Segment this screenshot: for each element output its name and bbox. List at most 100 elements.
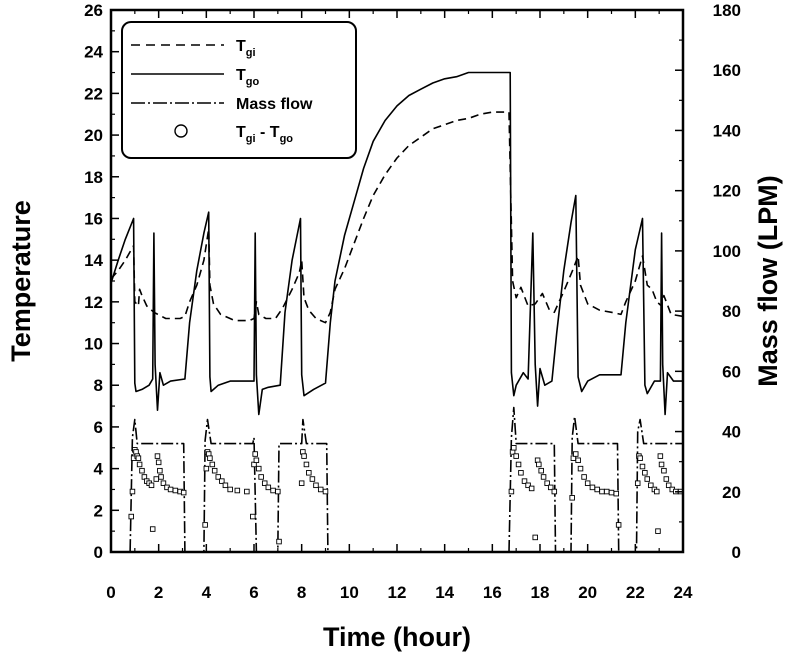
data-point: [521, 478, 528, 484]
data-point: [589, 484, 596, 491]
legend-label-mass-flow: Mass flow: [236, 96, 313, 113]
series-massflow-line: [111, 406, 683, 553]
data-point: [153, 476, 160, 482]
data-point: [222, 482, 229, 489]
data-point: [129, 488, 136, 495]
data-point: [594, 486, 600, 493]
data-point: [608, 489, 615, 496]
y-right-tick-label: 60: [722, 362, 741, 381]
data-point: [258, 474, 264, 480]
data-point: [536, 461, 542, 468]
data-point: [234, 487, 241, 494]
data-point: [167, 486, 174, 493]
y-left-tick-label: 26: [84, 1, 103, 20]
x-tick-label: 22: [626, 583, 645, 602]
data-point: [155, 459, 162, 466]
data-point: [270, 487, 276, 494]
y-right-tick-label: 20: [722, 483, 741, 502]
data-point: [158, 474, 164, 480]
data-point: [317, 486, 324, 493]
x-axis-title: Time (hour): [323, 622, 471, 652]
data-point: [180, 489, 187, 496]
data-point: [149, 526, 156, 532]
x-tick-label: 6: [249, 583, 258, 602]
data-point: [615, 522, 622, 528]
data-point: [256, 465, 262, 472]
y-left-tick-label: 8: [94, 376, 103, 395]
data-point: [219, 478, 225, 484]
data-point: [525, 482, 531, 489]
y-left-tick-label: 20: [84, 126, 103, 145]
data-point: [309, 476, 316, 482]
y-left-tick-label: 2: [94, 501, 103, 520]
data-point: [544, 480, 550, 486]
legend-box: [121, 21, 357, 159]
x-tick-label: 16: [483, 583, 502, 602]
y-right-tick-label: 40: [722, 423, 741, 442]
x-tick-label: 10: [340, 583, 359, 602]
data-point: [207, 455, 213, 461]
y-left-tick-label: 12: [84, 293, 103, 312]
data-point: [203, 465, 210, 472]
legend-label-tgo: Tgo: [236, 67, 260, 88]
data-point: [136, 461, 143, 468]
data-point: [301, 453, 307, 459]
x-tick-label: 20: [578, 583, 597, 602]
data-point: [515, 461, 522, 468]
data-point: [276, 538, 282, 545]
data-point: [209, 461, 216, 468]
y-left-tick-label: 22: [84, 84, 103, 103]
legend: Tgi Tgo Mass flow Tgi - Tgo: [121, 21, 357, 159]
data-point: [665, 482, 672, 489]
data-point: [581, 474, 587, 480]
data-point: [655, 528, 661, 534]
y-left-tick-label: 10: [84, 335, 103, 354]
y-left-tick-label: 14: [84, 251, 103, 270]
data-point: [172, 487, 179, 494]
data-point: [261, 480, 268, 486]
data-point: [551, 488, 558, 495]
data-point: [148, 482, 155, 489]
data-point: [532, 534, 538, 541]
data-point: [573, 451, 579, 457]
x-tick-label: 12: [388, 583, 407, 602]
data-point: [313, 482, 319, 489]
data-point: [603, 488, 610, 495]
data-point: [135, 455, 142, 461]
data-point: [613, 490, 620, 497]
data-point: [658, 461, 665, 468]
data-point: [128, 513, 135, 520]
y-axis-left-title: Temperature: [6, 200, 36, 362]
y-left-tick-label: 4: [94, 460, 104, 479]
data-point: [154, 453, 161, 459]
y-left-tick-label: 18: [84, 168, 103, 187]
data-point: [202, 522, 208, 528]
data-point: [575, 457, 581, 464]
data-point: [648, 482, 654, 489]
y-right-tick-label: 80: [722, 302, 741, 321]
y-left-tick-label: 6: [94, 418, 103, 437]
data-point: [508, 488, 515, 495]
data-point: [569, 495, 575, 501]
data-point: [157, 467, 163, 474]
x-tick-label: 4: [202, 583, 212, 602]
series-tgo-line: [110, 71, 683, 416]
x-tick-label: 24: [674, 583, 693, 602]
x-tick-label: 18: [531, 583, 550, 602]
data-point: [547, 484, 554, 491]
y-left-tick-label: 24: [84, 43, 103, 62]
y-right-tick-label: 120: [713, 182, 741, 201]
y-left-tick-label: 0: [94, 543, 103, 562]
data-point: [540, 474, 547, 480]
y-right-tick-label: 180: [713, 1, 741, 20]
data-point: [160, 480, 167, 486]
data-point: [211, 467, 218, 474]
data-point: [275, 488, 281, 495]
ticks-layer: 0 2 4 6 8 10 12 14 16 18 20 22 240246810121416182022…: [84, 1, 741, 602]
data-point: [511, 445, 517, 451]
y-right-tick-label: 140: [713, 121, 741, 140]
data-point: [518, 470, 524, 476]
legend-label-delta: Tgi - Tgo: [236, 124, 293, 145]
data-point: [657, 453, 664, 459]
data-point: [528, 485, 535, 492]
